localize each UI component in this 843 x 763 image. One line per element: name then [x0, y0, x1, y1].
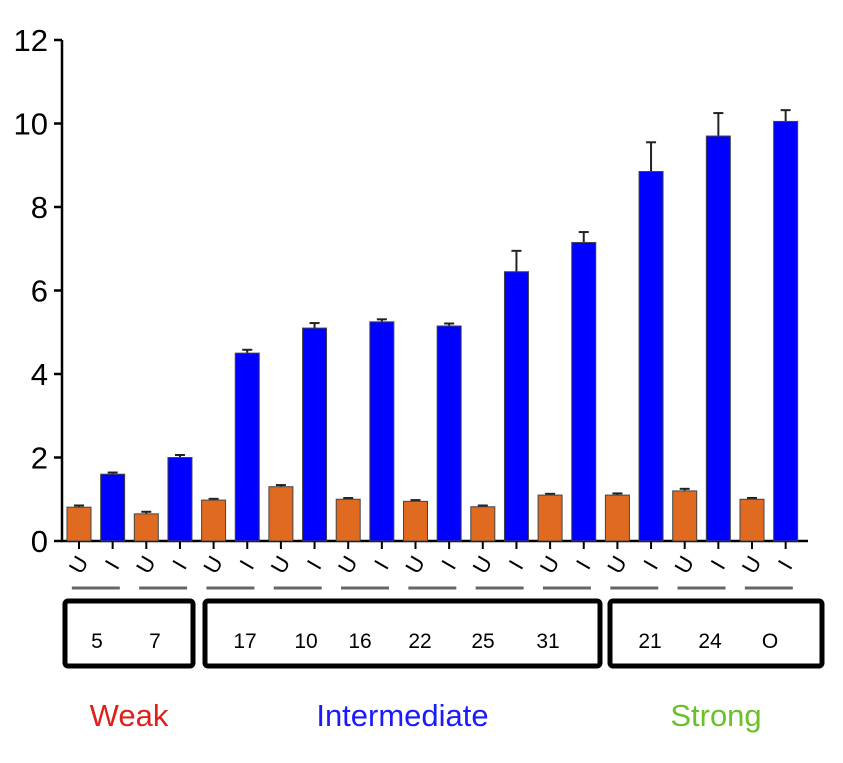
y-tick-label: 0 — [31, 524, 48, 559]
x-tick-label: U — [737, 552, 767, 578]
bar-I-31 — [571, 241, 597, 542]
group-id-label: 5 — [91, 630, 103, 653]
x-tick-label: U — [535, 552, 565, 578]
bar-I-5 — [100, 473, 126, 542]
bar-I-22 — [436, 325, 462, 542]
bar-U-25 — [470, 506, 496, 542]
x-tick-label: I — [234, 556, 259, 574]
x-tick-label: I — [369, 556, 394, 574]
bar-U-O — [739, 498, 765, 542]
bar-U-7 — [133, 513, 159, 542]
group-id-label: 10 — [294, 630, 317, 653]
bar-I-21 — [638, 171, 664, 542]
group-id-label: 7 — [149, 630, 161, 653]
bar-U-10 — [268, 486, 294, 542]
y-tick-label: 10 — [14, 107, 48, 142]
y-axis: 0 2 4 6 8 10 12 — [14, 23, 808, 559]
group-id-label: 21 — [638, 630, 661, 653]
x-tick-label: U — [198, 552, 228, 578]
group-id-label: 22 — [408, 630, 431, 653]
y-tick-label: 8 — [31, 190, 48, 225]
x-tick-label: I — [638, 556, 663, 574]
x-tick-label: U — [468, 552, 498, 578]
bars — [66, 109, 799, 542]
group-id-label: 31 — [536, 630, 559, 653]
group-id-label: O — [762, 630, 778, 653]
bar-U-21 — [604, 494, 630, 542]
x-tick-label: I — [302, 556, 327, 574]
x-tick-label: U — [400, 552, 430, 578]
y-tick-label: 4 — [31, 357, 48, 392]
x-tick-label: I — [571, 556, 596, 574]
group-box-weak — [62, 598, 196, 669]
bar-U-22 — [403, 500, 428, 542]
x-tick-label: I — [706, 556, 731, 574]
x-tick-label: U — [64, 552, 94, 578]
category-label-strong: Strong — [670, 698, 761, 733]
category-labels: Weak Intermediate Strong — [90, 698, 762, 733]
bar-I-16 — [369, 321, 395, 542]
x-tick-label: U — [669, 552, 699, 578]
bar-I-24 — [705, 135, 731, 542]
bar-I-7 — [167, 457, 193, 542]
bar-U-24 — [672, 490, 698, 542]
x-tick-label: I — [436, 556, 461, 574]
bar-U-17 — [201, 499, 227, 542]
bar-U-5 — [66, 506, 92, 542]
bar-I-10 — [302, 327, 328, 542]
x-tick-label: U — [333, 552, 363, 578]
x-tick-label: U — [266, 552, 296, 578]
bar-I-17 — [234, 352, 260, 542]
group-id-label: 25 — [471, 630, 494, 653]
x-tick-label: U — [131, 552, 161, 578]
x-tick-label: U — [602, 552, 632, 578]
bar-I-25 — [503, 271, 529, 542]
bar-U-31 — [537, 494, 563, 542]
y-tick-label: 2 — [31, 441, 48, 476]
group-id-label: 24 — [698, 630, 722, 653]
y-tick-label: 12 — [14, 23, 48, 58]
group-boxes: 5 7 17 10 16 22 25 31 21 24 O — [62, 598, 825, 669]
bar-I-O — [773, 120, 799, 542]
bar-U-16 — [335, 498, 361, 542]
x-tick-label: I — [773, 556, 798, 574]
category-label-intermediate: Intermediate — [316, 698, 488, 733]
x-tick-label: I — [167, 556, 192, 574]
x-tick-label: I — [504, 556, 529, 574]
y-tick-label: 6 — [31, 274, 48, 309]
group-id-label: 16 — [348, 630, 371, 653]
group-box-intermediate — [202, 598, 603, 669]
x-tick-label: I — [100, 556, 125, 574]
category-label-weak: Weak — [90, 698, 169, 733]
group-id-label: 17 — [233, 630, 256, 653]
group-box-strong — [607, 598, 825, 669]
